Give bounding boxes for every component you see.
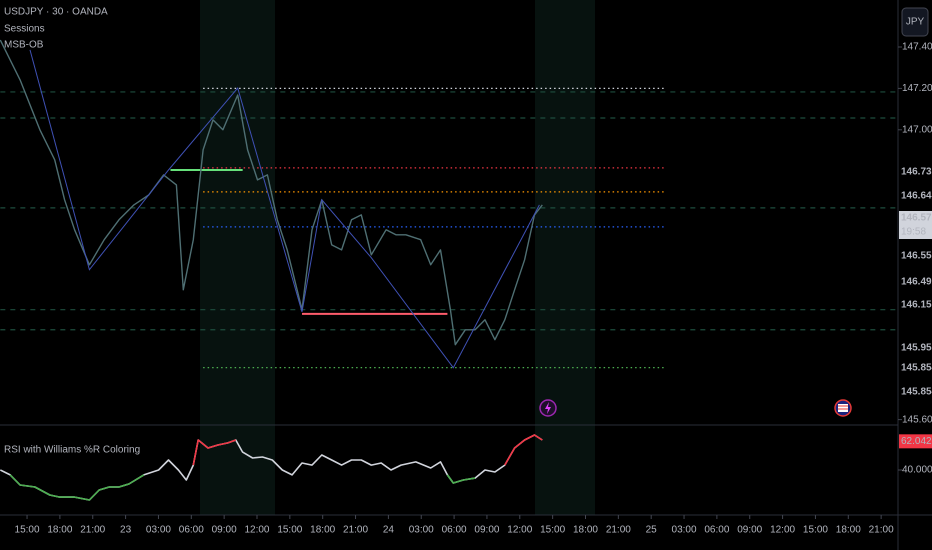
x-tick-label: 06:00 <box>442 525 467 536</box>
currency-button-label[interactable]: JPY <box>906 17 925 28</box>
x-tick-label: 06:00 <box>179 525 204 536</box>
price-tag-box <box>899 341 932 355</box>
x-tick-label: 09:00 <box>212 525 237 536</box>
pane-title: RSI with Williams %R Coloring <box>4 445 140 456</box>
x-tick-label: 12:00 <box>244 525 269 536</box>
x-tick-label: 23 <box>120 525 132 536</box>
price-tag-box <box>899 165 932 179</box>
price-tag-box <box>899 249 932 263</box>
x-tick-label: 12:00 <box>770 525 795 536</box>
x-tick-label: 24 <box>383 525 395 536</box>
x-tick-label: 18:00 <box>47 525 72 536</box>
x-tick-label: 06:00 <box>704 525 729 536</box>
x-tick-label: 18:00 <box>836 525 861 536</box>
session-band <box>535 0 595 515</box>
event-icon[interactable] <box>539 399 557 417</box>
series-line <box>9 474 476 501</box>
y-tick-label: 147.400 <box>902 42 932 53</box>
last-value-label: 62.042 <box>901 436 932 447</box>
x-tick-label: 03:00 <box>146 525 171 536</box>
series-line <box>0 39 543 346</box>
x-tick-label: 18:00 <box>310 525 335 536</box>
price-tag: 146.732 <box>901 167 932 178</box>
x-tick-label: 09:00 <box>474 525 499 536</box>
price-tag: 146.649 <box>901 191 932 202</box>
indicator-name[interactable]: MSB-OB <box>4 40 44 51</box>
price-tag: 145.854 <box>901 387 932 398</box>
x-tick-label: 21:00 <box>869 525 894 536</box>
x-tick-label: 03:00 <box>672 525 697 536</box>
y-tick-label: 145.600 <box>902 414 932 425</box>
price-tag: 146.157 <box>901 300 932 311</box>
x-tick-label: 18:00 <box>573 525 598 536</box>
price-tag-box <box>899 189 932 203</box>
symbol: USDJPY · 30 · OANDA <box>4 7 108 18</box>
x-tick-label: 15:00 <box>803 525 828 536</box>
price-tag-box <box>899 211 932 239</box>
x-tick-label: 21:00 <box>80 525 105 536</box>
flag-icon[interactable] <box>834 399 852 417</box>
indicator-name[interactable]: Sessions <box>4 24 45 35</box>
session-band <box>200 0 275 515</box>
currency-button[interactable] <box>901 7 929 37</box>
price-tag-box <box>899 385 932 399</box>
price-tag: 146.552 <box>901 251 932 262</box>
price-tag: 146.578 <box>901 213 932 224</box>
price-tag: 145.854 <box>901 363 932 374</box>
countdown: 19:58 <box>901 227 926 238</box>
x-tick-label: 09:00 <box>737 525 762 536</box>
x-tick-label: 21:00 <box>343 525 368 536</box>
last-value-box <box>899 434 932 449</box>
y-tick-label: 40.000 <box>902 465 932 476</box>
y-tick-label: 147.000 <box>902 124 932 135</box>
y-tick-label: 147.200 <box>902 83 932 94</box>
x-tick-label: 21:00 <box>606 525 631 536</box>
price-tag-box <box>899 298 932 312</box>
x-tick-label: 12:00 <box>507 525 532 536</box>
x-tick-label: 25 <box>646 525 658 536</box>
x-tick-label: 03:00 <box>409 525 434 536</box>
x-tick-label: 15:00 <box>277 525 302 536</box>
x-tick-label: 15:00 <box>540 525 565 536</box>
x-tick-label: 15:00 <box>15 525 40 536</box>
series-line <box>192 434 543 466</box>
zigzag-line <box>29 49 540 369</box>
price-tag: 146.492 <box>901 277 932 288</box>
price-tag: 145.956 <box>901 343 932 354</box>
price-tag-box <box>899 361 932 375</box>
price-tag-box <box>899 275 932 289</box>
